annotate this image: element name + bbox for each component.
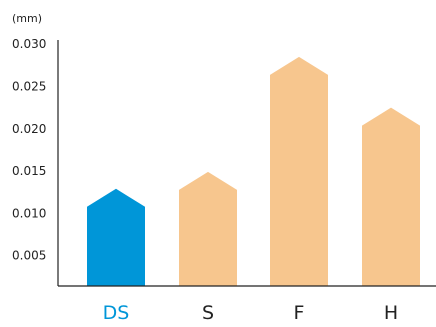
y-tick-label: 0.010 — [12, 206, 46, 220]
y-tick-label: 0.030 — [12, 37, 46, 51]
bar-h — [362, 107, 420, 286]
bar-ds — [87, 188, 145, 286]
y-tick-label: 0.005 — [12, 249, 46, 263]
y-tick-label: 0.015 — [12, 164, 46, 178]
x-category-label: DS — [103, 302, 130, 324]
bar-s — [179, 171, 237, 286]
bars-group — [87, 56, 420, 287]
y-axis-unit-label: (mm) — [12, 12, 42, 25]
x-category-label: S — [202, 302, 214, 324]
y-tick-label: 0.020 — [12, 122, 46, 136]
y-tick-label: 0.025 — [12, 79, 46, 93]
x-axis-category-labels: DS S F H — [103, 302, 399, 324]
x-category-label: F — [294, 302, 305, 324]
bar-f — [270, 56, 328, 287]
y-axis-ticks: 0.005 0.010 0.015 0.020 0.025 0.030 — [12, 37, 46, 262]
x-category-label: H — [384, 302, 398, 324]
